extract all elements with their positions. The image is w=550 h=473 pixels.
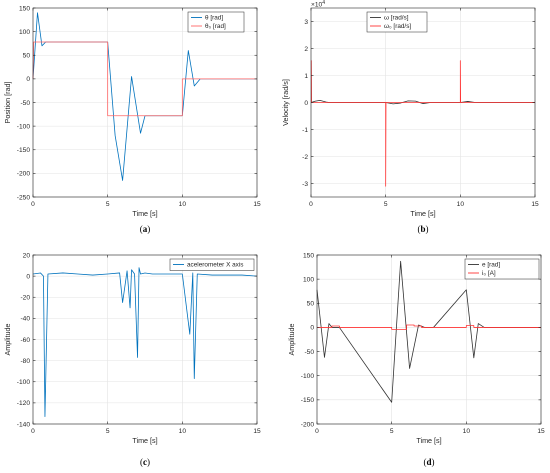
x-tick-label: 10 (179, 428, 187, 435)
plot-area (317, 255, 541, 424)
chart-panel-1: 0 5 10 15 -250 -200 -150 -100 -50 0 50 100 150 Time [… (3, 5, 261, 234)
y-axis-label: Amplitude (3, 324, 12, 356)
x-tick-label: 0 (31, 201, 35, 208)
y-tick-label: -100 (301, 373, 315, 380)
y-tick-label: -150 (17, 147, 31, 154)
x-tick-label: 5 (106, 201, 110, 208)
y-tick-label: -120 (17, 400, 31, 407)
y-axis-label: Position [rad] (3, 82, 12, 124)
legend: θ [rad]θ₀ [rad] (187, 11, 245, 33)
x-axis-label: Time [s] (132, 209, 157, 218)
series-line-2 (310, 60, 535, 187)
series-line-2 (32, 41, 257, 117)
legend-label-2: ω₀ [rad/s] (384, 23, 411, 30)
y-tick-label: -1 (302, 127, 308, 134)
y-tick-label: -100 (17, 379, 31, 386)
x-tick-label: 10 (463, 428, 471, 435)
x-tick-label: 5 (390, 428, 394, 435)
series-line-1 (310, 99, 535, 105)
x-tick-label: 15 (253, 201, 261, 208)
legend-box (464, 258, 540, 280)
x-tick-label: 10 (179, 201, 187, 208)
y-tick-label: -50 (304, 349, 314, 356)
y-tick-label: 100 (19, 29, 30, 36)
x-tick-label: 10 (457, 201, 465, 208)
x-tick-label: 0 (309, 201, 313, 208)
y-tick-label: -200 (301, 421, 315, 428)
y-tick-label: -20 (20, 295, 30, 302)
legend: acelerometer X axis (169, 258, 255, 271)
chart-panel-3: 0 5 10 15 -140 -120 -100 -80 -60 -40 -20 0 20 Time [s… (3, 252, 261, 467)
y-tick-label: 0 (26, 273, 30, 280)
y-tick-label: -50 (20, 100, 30, 107)
y-tick-label: -3 (302, 181, 308, 188)
y-tick-label: -140 (17, 421, 31, 428)
y-tick-label: 1 (304, 73, 308, 80)
legend: ω [rad/s]ω₀ [rad/s] (366, 11, 428, 33)
x-axis-label: Time [s] (410, 209, 435, 218)
series-line-1 (316, 260, 541, 403)
panel-caption-letter: a (143, 224, 148, 234)
series-line-1 (32, 267, 258, 418)
x-tick-label: 15 (531, 201, 539, 208)
y-tick-label: 150 (303, 252, 314, 259)
y-tick-label: 50 (307, 301, 315, 308)
chart-panel-4: 0 5 10 15 -200 -150 -100 -50 0 50 100 150 Time [s] Am… (287, 252, 545, 467)
y-tick-label: 0 (310, 325, 314, 332)
panel-caption: (a) (140, 224, 151, 234)
legend-box (169, 258, 255, 271)
panel-caption-letter: b (420, 224, 425, 234)
legend-box (187, 11, 245, 33)
legend-label-2: i₀ [A] (482, 270, 496, 277)
legend-label-1: ω [rad/s] (384, 15, 409, 22)
y-tick-label: -250 (17, 194, 31, 201)
y-tick-label: 0 (304, 100, 308, 107)
legend-label-2: θ₀ [rad] (205, 23, 226, 30)
x-tick-label: 15 (537, 428, 545, 435)
y-tick-label: 20 (23, 252, 31, 259)
legend-label-1: θ [rad] (205, 15, 223, 22)
y-axis-label: Velocity [rad/s] (281, 79, 290, 126)
panel-caption: (d) (423, 457, 434, 467)
y-tick-label: 50 (23, 53, 31, 60)
legend-label-1: e [rad] (482, 262, 500, 269)
x-tick-label: 0 (31, 428, 35, 435)
x-tick-label: 5 (384, 201, 388, 208)
legend-label-1: acelerometer X axis (187, 262, 243, 269)
y-tick-label: 0 (26, 76, 30, 83)
panel-caption-letter: d (426, 457, 431, 467)
y-tick-label: 100 (303, 276, 314, 283)
y-tick-label: -200 (17, 171, 31, 178)
panel-caption-letter: c (143, 457, 147, 467)
y-tick-label: -2 (302, 154, 308, 161)
panel-caption: (c) (140, 457, 150, 467)
y-tick-label: -80 (20, 358, 30, 365)
x-axis-label: Time [s] (416, 436, 441, 445)
y-tick-label: 2 (304, 46, 308, 53)
axes-box (316, 254, 542, 425)
y-exponent-label: ×104 (311, 0, 325, 9)
panel-caption: (b) (417, 224, 428, 234)
x-tick-label: 5 (106, 428, 110, 435)
y-tick-label: 3 (304, 19, 308, 26)
y-tick-label: -60 (20, 337, 30, 344)
series-line-2 (317, 324, 541, 330)
legend-box (366, 11, 428, 33)
y-tick-label: 150 (19, 5, 30, 12)
x-tick-label: 15 (253, 428, 261, 435)
y-exponent-power: 4 (322, 0, 325, 6)
y-tick-label: -100 (17, 123, 31, 130)
y-tick-label: -150 (301, 397, 315, 404)
x-axis-label: Time [s] (132, 436, 157, 445)
x-tick-label: 0 (315, 428, 319, 435)
series-line-1 (32, 12, 257, 181)
y-axis-label: Amplitude (287, 324, 296, 356)
chart-panel-2: 0 5 10 15 -3 -2 -1 0 1 2 3 ×104 Time [s] Velocity [ra… (281, 0, 539, 234)
legend: e [rad]i₀ [A] (464, 258, 540, 280)
y-tick-label: -40 (20, 316, 30, 323)
